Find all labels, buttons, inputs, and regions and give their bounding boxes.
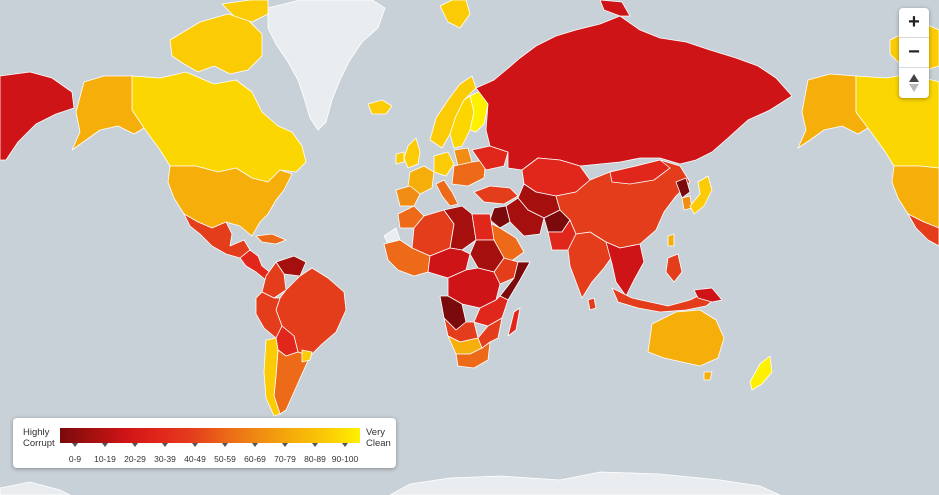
uruguay[interactable] [301,349,313,363]
libya[interactable] [443,205,477,251]
egypt[interactable] [471,213,495,241]
france[interactable] [407,165,435,195]
australia[interactable] [647,309,725,367]
legend-bin-label: 90-100 [331,454,359,464]
cuba[interactable] [255,233,287,245]
legend-left-line2: Corrupt [23,438,55,449]
spain[interactable] [395,185,421,207]
antarctica [389,471,781,495]
legend-bin-label: 20-29 [124,454,146,464]
madagascar[interactable] [507,307,521,337]
eastern-europe[interactable] [451,159,487,187]
nigeria-niger[interactable] [427,247,471,279]
legend-right-line1: Very [366,427,386,438]
turkey[interactable] [473,185,519,205]
papua-new-guinea[interactable] [693,287,723,303]
ukraine[interactable] [471,145,509,171]
peru[interactable] [255,291,283,339]
zoom-out-button[interactable]: − [899,38,929,68]
southeast-asia[interactable] [605,241,645,297]
legend-tick [102,443,108,447]
legend-tick [312,443,318,447]
mongolia[interactable] [609,159,671,185]
legend-clean-label: Very Clean [366,427,391,449]
philippines[interactable] [665,253,683,283]
legend-tick [132,443,138,447]
compass-reset-icon [909,74,919,92]
italy[interactable] [435,179,459,207]
zoom-in-button[interactable]: + [899,8,929,38]
legend-tick [222,443,228,447]
south-africa[interactable] [455,341,491,369]
legend-tick [72,443,78,447]
antarctica-west [0,481,71,495]
legend-bin-label: 30-39 [154,454,176,464]
russia-island [599,0,631,17]
iceland[interactable] [367,99,393,115]
sri-lanka[interactable] [587,297,597,311]
canada-arctic-north[interactable] [221,0,269,23]
legend-bin-label: 70-79 [274,454,296,464]
legend-bin-label: 40-49 [184,454,206,464]
legend-bin-label: 80-89 [304,454,326,464]
legend-right-line2: Clean [366,438,391,449]
legend-tick [342,443,348,447]
mexico-right[interactable] [907,213,939,247]
alaska[interactable] [71,75,145,151]
legend-bin-label: 50-59 [214,454,236,464]
russia-far-east-left[interactable] [0,71,75,161]
legend: Highly Corrupt Very Clean 0-9 10-19 20-29 3… [13,418,396,468]
germany[interactable] [433,151,455,177]
legend-bin-label: 10-19 [94,454,116,464]
mexico[interactable] [183,213,251,259]
mozambique[interactable] [477,317,503,349]
canada[interactable] [131,71,307,183]
legend-tick [282,443,288,447]
legend-tick [192,443,198,447]
canada-arctic[interactable] [169,13,263,75]
chile[interactable] [263,337,281,417]
north-korea[interactable] [675,177,691,199]
east-africa[interactable] [473,295,509,327]
legend-left-line1: Highly [23,427,50,438]
tasmania[interactable] [703,371,713,381]
ireland[interactable] [395,151,405,165]
greenland [267,0,386,131]
legend-bin-label: 60-69 [244,454,266,464]
reset-view-button[interactable] [899,68,929,98]
legend-gradient-bar [60,428,360,443]
legend-tick [252,443,258,447]
japan[interactable] [689,175,713,215]
legend-bin-label: 0-9 [68,454,82,464]
zoom-control: + − [899,8,929,98]
legend-corrupt-label: Highly Corrupt [23,427,55,449]
south-korea[interactable] [681,195,693,211]
taiwan[interactable] [667,233,675,247]
new-zealand[interactable] [749,355,773,391]
legend-tick [162,443,168,447]
svalbard [439,0,471,29]
